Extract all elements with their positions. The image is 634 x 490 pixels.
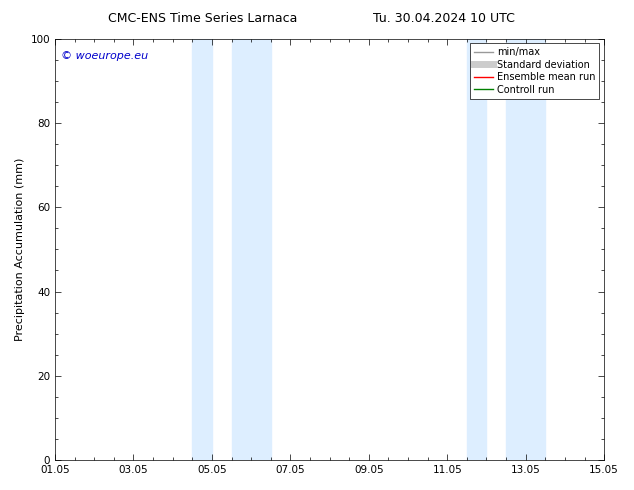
Bar — [467, 39, 486, 460]
Text: CMC-ENS Time Series Larnaca: CMC-ENS Time Series Larnaca — [108, 12, 297, 25]
Legend: min/max, Standard deviation, Ensemble mean run, Controll run: min/max, Standard deviation, Ensemble me… — [470, 44, 599, 98]
Text: Tu. 30.04.2024 10 UTC: Tu. 30.04.2024 10 UTC — [373, 12, 515, 25]
Bar — [506, 39, 545, 460]
Text: © woeurope.eu: © woeurope.eu — [60, 51, 148, 61]
Bar — [192, 39, 212, 460]
Bar — [231, 39, 271, 460]
Y-axis label: Precipitation Accumulation (mm): Precipitation Accumulation (mm) — [15, 158, 25, 341]
